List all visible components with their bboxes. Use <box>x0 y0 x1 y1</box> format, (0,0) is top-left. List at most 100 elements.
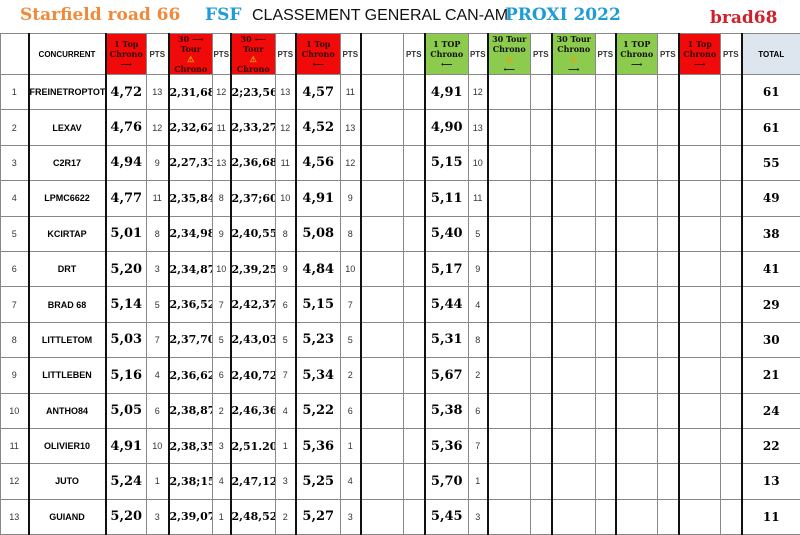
pts-cell[interactable] <box>721 393 742 428</box>
pts-cell[interactable] <box>404 251 425 286</box>
pts-cell[interactable]: 13 <box>469 110 488 145</box>
time-cell[interactable]: 2,37,70 <box>169 322 213 357</box>
time-cell[interactable] <box>679 216 721 251</box>
pts-cell[interactable] <box>658 110 679 145</box>
pts-cell[interactable]: 4 <box>213 464 231 499</box>
time-cell[interactable]: 5,67 <box>425 358 469 393</box>
pts-cell[interactable]: 11 <box>276 145 296 180</box>
time-cell[interactable] <box>616 428 658 463</box>
time-cell[interactable]: 5,08 <box>296 216 341 251</box>
pts-cell[interactable]: 12 <box>341 145 361 180</box>
pts-cell[interactable]: 6 <box>469 393 488 428</box>
pts-cell[interactable]: 13 <box>213 145 231 180</box>
time-cell[interactable]: 4,94 <box>106 145 147 180</box>
pts-cell[interactable] <box>721 464 742 499</box>
time-cell[interactable]: 5,01 <box>106 216 147 251</box>
pts-cell[interactable] <box>658 358 679 393</box>
pts-cell[interactable] <box>404 393 425 428</box>
time-cell[interactable] <box>552 393 596 428</box>
pts-cell[interactable] <box>531 499 552 534</box>
time-cell[interactable] <box>361 145 404 180</box>
time-cell[interactable]: 5,38 <box>425 393 469 428</box>
time-cell[interactable]: 5,14 <box>106 287 147 322</box>
pts-cell[interactable] <box>721 287 742 322</box>
time-cell[interactable]: 2,36,62 <box>169 358 213 393</box>
time-cell[interactable] <box>552 499 596 534</box>
pts-cell[interactable]: 4 <box>147 358 169 393</box>
time-cell[interactable] <box>552 75 596 110</box>
pts-cell[interactable] <box>404 322 425 357</box>
time-cell[interactable] <box>488 393 531 428</box>
time-cell[interactable]: 5,44 <box>425 287 469 322</box>
time-cell[interactable]: 5,25 <box>296 464 341 499</box>
pts-cell[interactable] <box>531 216 552 251</box>
time-cell[interactable]: 2,34,87 <box>169 251 213 286</box>
time-cell[interactable]: 5,70 <box>425 464 469 499</box>
time-cell[interactable]: 2,40,72 <box>231 358 276 393</box>
time-cell[interactable] <box>616 464 658 499</box>
time-cell[interactable]: 4,76 <box>106 110 147 145</box>
time-cell[interactable] <box>616 110 658 145</box>
pts-cell[interactable] <box>658 428 679 463</box>
time-cell[interactable] <box>488 181 531 216</box>
pts-cell[interactable]: 1 <box>276 428 296 463</box>
pts-cell[interactable] <box>596 322 616 357</box>
time-cell[interactable] <box>488 464 531 499</box>
time-cell[interactable]: 2,35,84 <box>169 181 213 216</box>
pts-cell[interactable] <box>596 499 616 534</box>
pts-cell[interactable] <box>596 181 616 216</box>
pts-cell[interactable] <box>531 358 552 393</box>
time-cell[interactable]: 5,23 <box>296 322 341 357</box>
pts-cell[interactable] <box>721 75 742 110</box>
pts-cell[interactable] <box>658 181 679 216</box>
time-cell[interactable]: 2,36,68 <box>231 145 276 180</box>
time-cell[interactable]: 4,77 <box>106 181 147 216</box>
pts-cell[interactable]: 8 <box>147 216 169 251</box>
time-cell[interactable]: 4,91 <box>425 75 469 110</box>
time-cell[interactable] <box>488 216 531 251</box>
time-cell[interactable] <box>361 464 404 499</box>
pts-cell[interactable]: 9 <box>469 251 488 286</box>
pts-cell[interactable] <box>596 251 616 286</box>
pts-cell[interactable] <box>658 393 679 428</box>
pts-cell[interactable] <box>721 428 742 463</box>
pts-cell[interactable]: 2 <box>276 499 296 534</box>
time-cell[interactable] <box>488 145 531 180</box>
time-cell[interactable] <box>616 145 658 180</box>
pts-cell[interactable]: 5 <box>469 216 488 251</box>
time-cell[interactable] <box>679 251 721 286</box>
pts-cell[interactable]: 3 <box>341 499 361 534</box>
pts-cell[interactable]: 12 <box>147 110 169 145</box>
pts-cell[interactable] <box>658 75 679 110</box>
time-cell[interactable]: 5,31 <box>425 322 469 357</box>
pts-cell[interactable] <box>404 499 425 534</box>
pts-cell[interactable]: 6 <box>147 393 169 428</box>
pts-cell[interactable] <box>531 181 552 216</box>
pts-cell[interactable]: 13 <box>147 75 169 110</box>
time-cell[interactable] <box>616 216 658 251</box>
time-cell[interactable] <box>552 287 596 322</box>
pts-cell[interactable] <box>404 287 425 322</box>
time-cell[interactable] <box>679 110 721 145</box>
pts-cell[interactable] <box>658 322 679 357</box>
time-cell[interactable] <box>361 110 404 145</box>
pts-cell[interactable]: 3 <box>147 251 169 286</box>
pts-cell[interactable]: 7 <box>341 287 361 322</box>
pts-cell[interactable]: 7 <box>276 358 296 393</box>
pts-cell[interactable]: 5 <box>341 322 361 357</box>
time-cell[interactable]: 2,33,27 <box>231 110 276 145</box>
time-cell[interactable] <box>679 393 721 428</box>
time-cell[interactable] <box>488 110 531 145</box>
pts-cell[interactable] <box>596 145 616 180</box>
pts-cell[interactable] <box>658 251 679 286</box>
time-cell[interactable] <box>679 287 721 322</box>
time-cell[interactable] <box>488 75 531 110</box>
time-cell[interactable]: 2,31,68 <box>169 75 213 110</box>
pts-cell[interactable] <box>531 322 552 357</box>
pts-cell[interactable]: 8 <box>213 181 231 216</box>
time-cell[interactable]: 5,15 <box>425 145 469 180</box>
time-cell[interactable]: 2,47,12 <box>231 464 276 499</box>
time-cell[interactable] <box>616 75 658 110</box>
time-cell[interactable]: 5,22 <box>296 393 341 428</box>
time-cell[interactable] <box>679 145 721 180</box>
